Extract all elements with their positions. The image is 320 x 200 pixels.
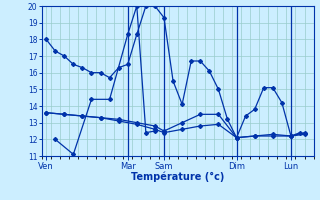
X-axis label: Température (°c): Température (°c) [131, 172, 224, 182]
